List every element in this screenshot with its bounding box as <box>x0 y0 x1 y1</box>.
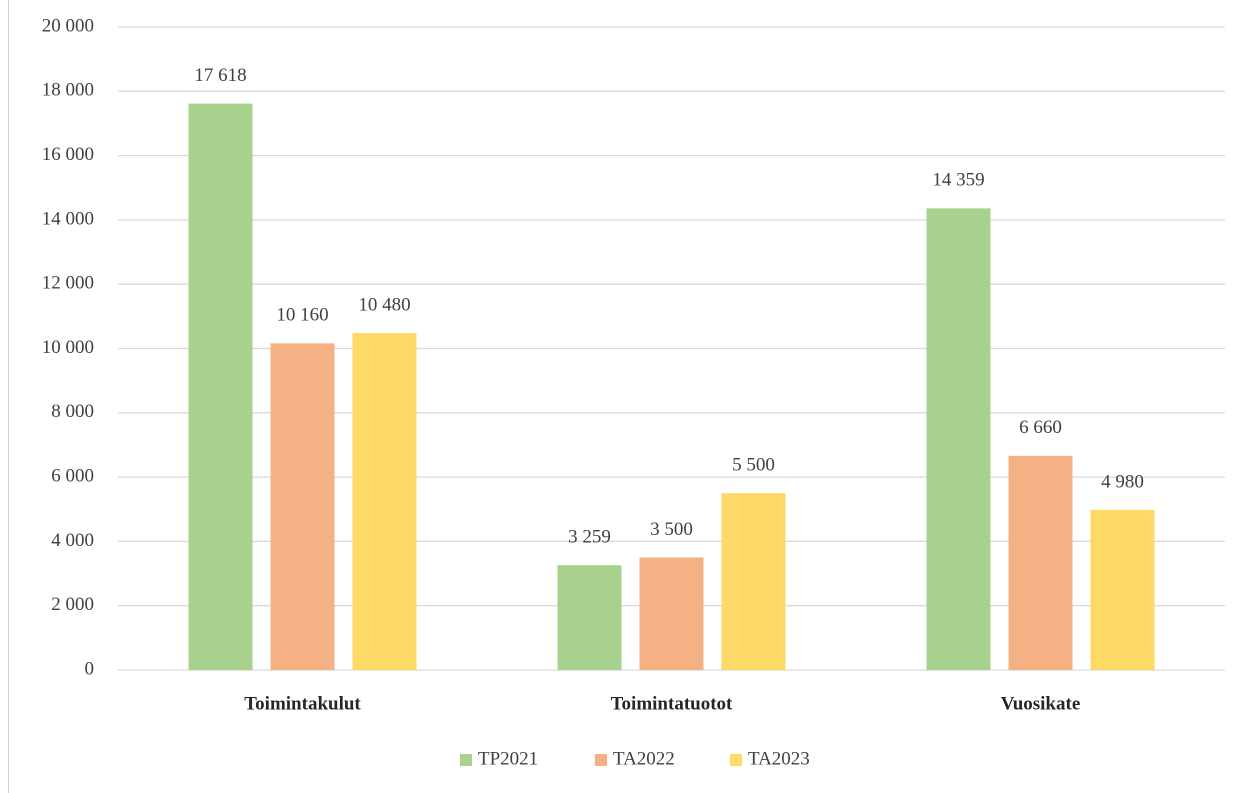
data-label: 6 660 <box>1019 417 1062 438</box>
bar <box>1008 455 1073 670</box>
bar <box>270 343 335 670</box>
data-label: 10 160 <box>276 305 328 326</box>
bar <box>557 565 622 670</box>
data-label: 5 500 <box>732 455 775 476</box>
data-label: 10 480 <box>358 294 410 315</box>
y-tick-label: 4 000 <box>51 530 94 551</box>
legend-swatch <box>460 754 472 766</box>
y-tick-label: 8 000 <box>51 401 94 422</box>
data-label: 3 259 <box>568 527 611 548</box>
y-tick-label: 2 000 <box>51 594 94 615</box>
data-label: 14 359 <box>932 170 984 191</box>
y-tick-label: 20 000 <box>42 15 94 36</box>
legend-label: TA2022 <box>613 748 675 769</box>
y-tick-label: 16 000 <box>42 144 94 165</box>
legend-swatch <box>595 754 607 766</box>
y-tick-label: 6 000 <box>51 465 94 486</box>
data-label: 17 618 <box>194 65 246 86</box>
data-label: 3 500 <box>650 519 693 540</box>
bar <box>1090 509 1155 670</box>
y-tick-label: 18 000 <box>42 80 94 101</box>
bar <box>188 103 253 670</box>
bar <box>639 557 704 670</box>
y-tick-label: 0 <box>85 658 95 679</box>
bar <box>926 208 991 670</box>
legend-label: TP2021 <box>478 748 538 769</box>
x-tick-label: Toimintatuotot <box>611 693 733 714</box>
y-tick-label: 10 000 <box>42 337 94 358</box>
bar <box>352 333 417 670</box>
y-tick-label: 14 000 <box>42 208 94 229</box>
legend-swatch <box>730 754 742 766</box>
bar <box>721 493 786 670</box>
legend-label: TA2023 <box>748 748 810 769</box>
data-label: 4 980 <box>1101 471 1144 492</box>
x-tick-label: Toimintakulut <box>244 693 361 714</box>
x-tick-label: Vuosikate <box>1001 693 1081 714</box>
y-tick-label: 12 000 <box>42 273 94 294</box>
